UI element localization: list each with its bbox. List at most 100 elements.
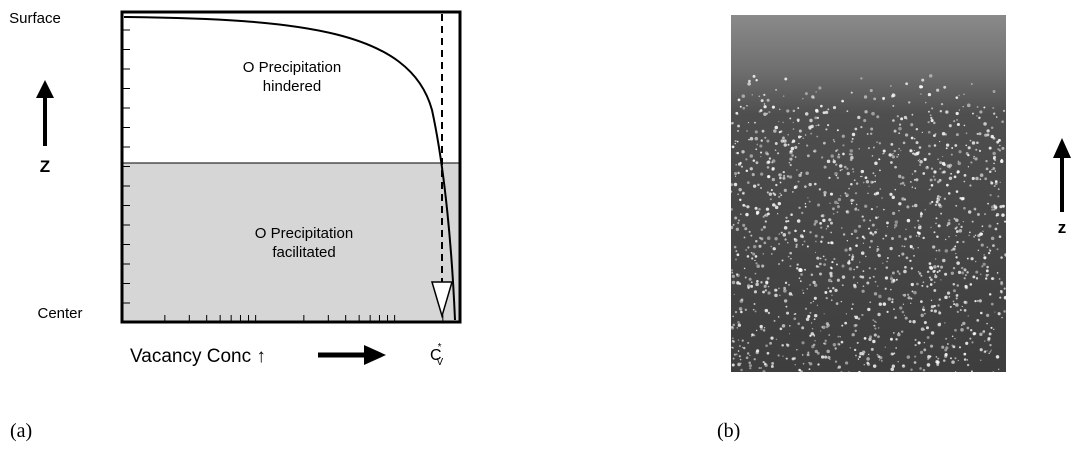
speckle [895, 189, 897, 191]
speckle [972, 113, 974, 115]
speckle [737, 321, 740, 324]
speckle [872, 340, 875, 343]
speckle [740, 299, 744, 303]
speckle [797, 322, 800, 325]
speckle [914, 356, 916, 358]
speckle [991, 303, 994, 306]
speckle [748, 139, 750, 141]
speckle [975, 177, 978, 180]
speckle [992, 244, 995, 247]
speckle [791, 154, 794, 157]
speckle [971, 370, 973, 372]
speckle [945, 338, 947, 340]
speckle [997, 248, 999, 250]
speckle [795, 246, 797, 248]
speckle [898, 332, 899, 333]
speckle [958, 223, 960, 225]
region-label: hindered [263, 78, 321, 95]
speckle [986, 133, 989, 136]
speckle [817, 124, 819, 126]
speckle [823, 142, 826, 145]
speckle [839, 164, 843, 168]
speckle [833, 160, 836, 163]
speckle [841, 169, 842, 170]
speckle [964, 358, 967, 361]
speckle [863, 270, 865, 272]
speckle [970, 161, 972, 163]
speckle [942, 156, 943, 157]
speckle [837, 343, 840, 346]
speckle [754, 260, 755, 261]
speckle [801, 236, 804, 239]
speckle [979, 150, 981, 152]
speckle [814, 283, 817, 286]
speckle [891, 352, 894, 355]
speckle [993, 137, 996, 140]
speckle [838, 154, 840, 156]
speckle [954, 175, 957, 178]
speckle [741, 150, 744, 153]
figure: O Precipitation hindered O Precipitation… [0, 0, 1078, 455]
speckle [765, 344, 768, 347]
speckle [877, 335, 880, 338]
speckle [767, 175, 770, 178]
speckle [802, 244, 803, 245]
speckle [915, 344, 917, 346]
speckle [941, 171, 943, 173]
speckle [783, 95, 785, 97]
speckle [912, 186, 914, 188]
speckle [752, 253, 755, 256]
speckle [809, 119, 812, 122]
speckle [927, 336, 930, 339]
speckle [791, 294, 793, 296]
speckle [742, 192, 744, 194]
speckle [901, 330, 903, 332]
speckle [979, 110, 982, 113]
speckle [927, 121, 929, 123]
speckle [899, 273, 900, 274]
speckle [755, 262, 757, 264]
speckle [877, 354, 879, 356]
speckle [920, 351, 923, 354]
speckle [944, 296, 948, 300]
speckle [852, 168, 854, 170]
speckle [991, 169, 992, 170]
speckle [935, 217, 937, 219]
speckle [854, 128, 857, 131]
speckle [991, 127, 994, 130]
speckle [842, 144, 844, 146]
speckle [892, 105, 894, 107]
speckle [990, 194, 992, 196]
speckle [767, 166, 770, 169]
speckle [805, 171, 809, 175]
speckle [750, 137, 754, 141]
speckle [772, 159, 776, 163]
speckle [786, 306, 788, 308]
speckle [850, 158, 853, 161]
speckle [796, 267, 798, 269]
speckle [912, 320, 915, 323]
speckle [842, 153, 845, 156]
speckle [994, 159, 996, 161]
speckle [890, 338, 893, 341]
speckle [894, 224, 897, 227]
speckle [930, 114, 932, 116]
speckle [874, 292, 877, 295]
speckle [879, 170, 881, 172]
speckle [869, 301, 871, 303]
speckle [782, 324, 785, 327]
speckle [890, 85, 892, 87]
speckle [819, 263, 822, 266]
speckle [926, 285, 928, 287]
speckle [969, 338, 971, 340]
speckle [775, 206, 779, 210]
speckle [921, 285, 923, 287]
speckle [781, 139, 784, 142]
speckle [807, 197, 808, 198]
speckle [812, 374, 814, 376]
speckle [907, 355, 910, 358]
speckle [929, 262, 932, 265]
speckle [826, 297, 828, 299]
speckle [855, 330, 857, 332]
speckle [771, 365, 774, 368]
